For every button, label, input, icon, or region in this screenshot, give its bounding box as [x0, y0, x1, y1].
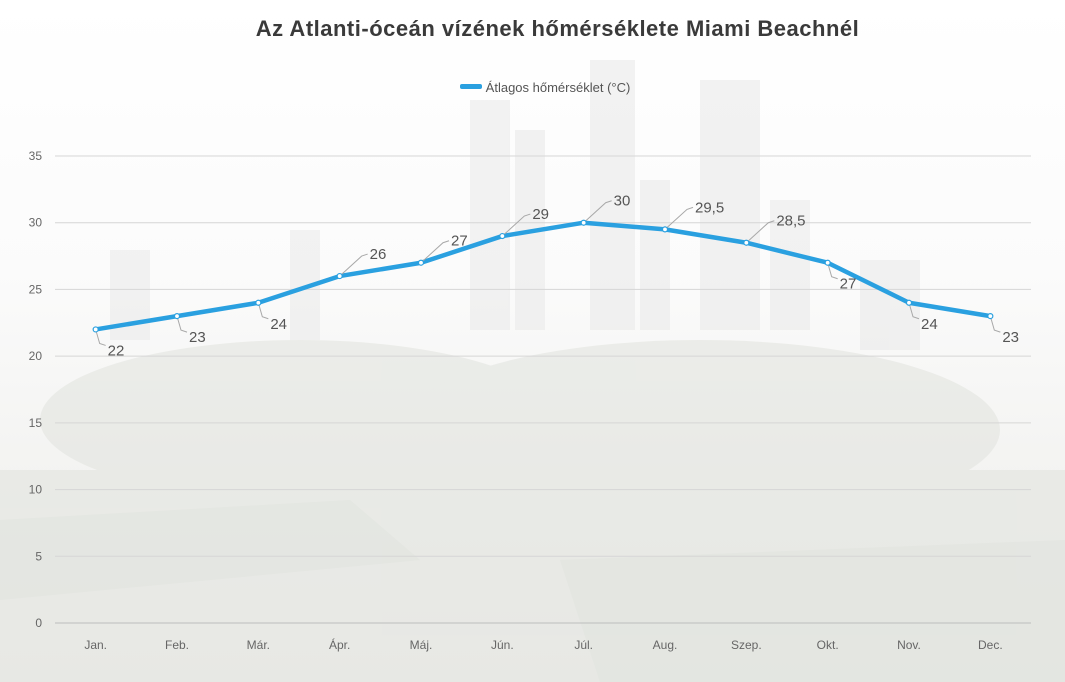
data-point — [905, 299, 913, 306]
data-label: 30 — [614, 193, 631, 210]
y-tick-label: 25 — [29, 282, 43, 296]
x-tick-label: Feb. — [165, 638, 189, 652]
x-tick-label: Dec. — [978, 638, 1003, 652]
data-point — [173, 313, 181, 320]
x-tick-label: Nov. — [897, 638, 921, 652]
legend: Átlagos hőmérséklet (°C) — [0, 80, 1065, 95]
data-label: 29 — [532, 206, 549, 223]
x-tick-label: Szep. — [731, 638, 762, 652]
data-label: 27 — [840, 276, 857, 293]
x-tick-label: Ápr. — [329, 637, 350, 652]
data-point — [336, 272, 343, 280]
y-tick-label: 0 — [35, 616, 42, 630]
leader-line — [257, 302, 269, 320]
leader-line — [908, 302, 920, 320]
data-point — [417, 259, 425, 266]
y-tick-label: 5 — [35, 549, 42, 563]
y-tick-label: 35 — [29, 149, 43, 163]
data-label: 23 — [1002, 329, 1019, 346]
data-point — [987, 313, 994, 320]
leader-line — [664, 206, 694, 230]
data-point — [92, 326, 99, 333]
x-tick-label: Máj. — [410, 638, 433, 652]
leader-line — [745, 220, 775, 244]
x-tick-label: Okt. — [817, 638, 839, 652]
data-label: 28,5 — [776, 213, 805, 230]
leader-line — [420, 240, 450, 264]
x-tick-label: Már. — [247, 638, 270, 652]
data-label: 26 — [370, 246, 387, 263]
data-point — [580, 219, 587, 226]
x-tick-label: Jún. — [491, 638, 514, 652]
leader-line — [583, 200, 612, 224]
data-point — [824, 259, 831, 266]
data-point — [661, 226, 669, 233]
legend-label: Átlagos hőmérséklet (°C) — [485, 80, 631, 95]
y-tick-label: 30 — [29, 216, 43, 230]
legend-swatch — [459, 84, 482, 89]
x-tick-label: Júl. — [574, 638, 593, 652]
data-point — [255, 299, 262, 306]
leader-line — [989, 315, 1001, 333]
x-tick-label: Jan. — [84, 638, 107, 652]
leader-line — [95, 329, 106, 346]
data-label: 27 — [451, 233, 468, 250]
data-label: 24 — [921, 316, 938, 333]
y-tick-label: 15 — [29, 416, 43, 430]
data-label: 29,5 — [695, 199, 724, 216]
data-point — [499, 232, 506, 240]
chart-title: Az Atlanti-óceán vízének hőmérséklete Mi… — [255, 16, 860, 41]
y-tick-label: 20 — [29, 349, 43, 363]
leader-line — [339, 253, 368, 277]
data-point — [743, 239, 750, 246]
data-label: 22 — [108, 342, 125, 359]
leader-line — [501, 213, 531, 237]
data-label: 23 — [189, 329, 206, 346]
y-tick-label: 10 — [29, 483, 43, 497]
x-tick-label: Aug. — [653, 638, 678, 652]
leader-line — [827, 262, 838, 280]
data-label: 24 — [270, 316, 287, 333]
leader-line — [176, 315, 188, 333]
series-line — [93, 220, 993, 332]
